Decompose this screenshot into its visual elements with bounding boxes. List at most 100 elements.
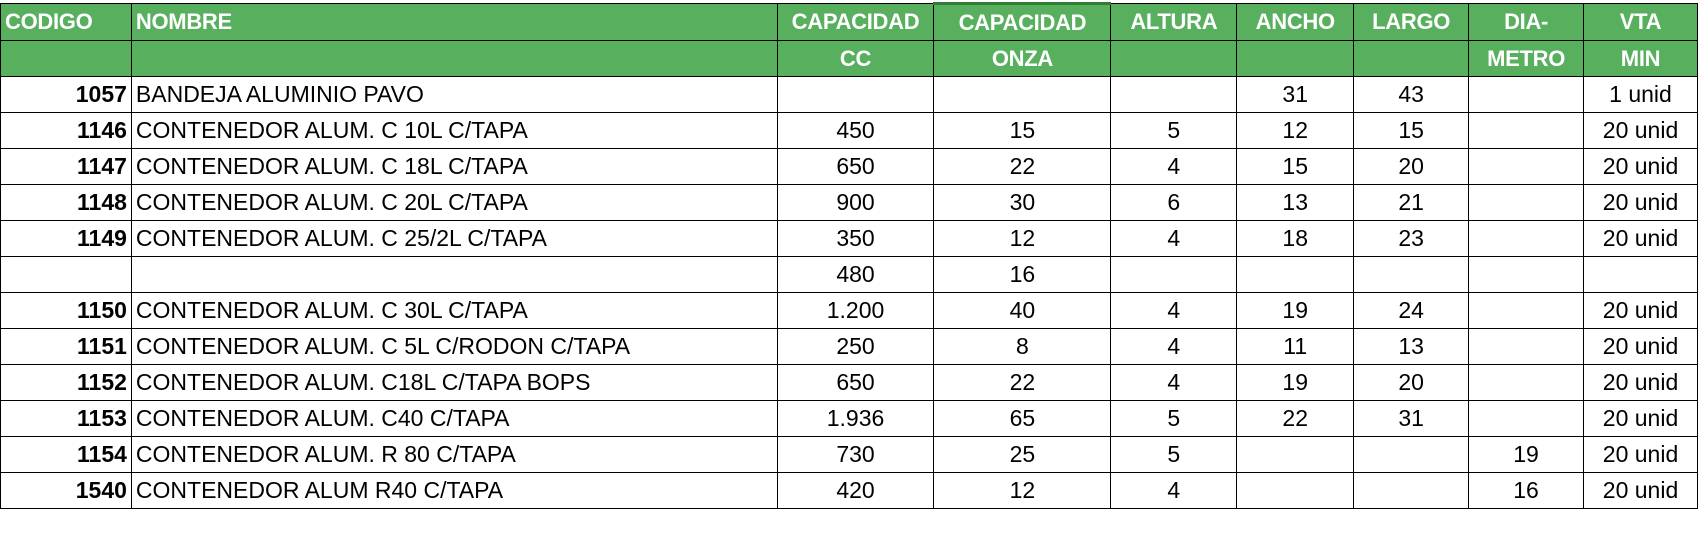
header-diametro[interactable]: DIA- — [1468, 3, 1585, 41]
cell-largo[interactable]: 13 — [1353, 328, 1470, 365]
cell-altura[interactable]: 4 — [1110, 292, 1238, 329]
cell-capacidad-cc[interactable]: 900 — [776, 184, 935, 221]
cell-nombre[interactable]: CONTENEDOR ALUM. C40 C/TAPA — [130, 400, 778, 437]
cell-capacidad-cc[interactable]: 730 — [776, 436, 935, 473]
cell-capacidad-cc[interactable]: 420 — [776, 472, 935, 509]
cell-nombre[interactable]: CONTENEDOR ALUM R40 C/TAPA — [130, 472, 778, 509]
cell-capacidad-onza[interactable]: 65 — [933, 400, 1112, 437]
cell-nombre[interactable]: CONTENEDOR ALUM. C18L C/TAPA BOPS — [130, 364, 778, 401]
cell-altura[interactable] — [1110, 76, 1238, 113]
cell-largo[interactable]: 24 — [1353, 292, 1470, 329]
cell-codigo[interactable]: 1540 — [0, 472, 132, 509]
cell-ancho[interactable]: 22 — [1236, 400, 1355, 437]
cell-vta-min[interactable]: 1 unid — [1583, 76, 1698, 113]
cell-vta-min[interactable]: 20 unid — [1583, 364, 1698, 401]
cell-largo[interactable] — [1353, 256, 1470, 293]
cell-diametro[interactable] — [1468, 148, 1585, 185]
cell-capacidad-onza[interactable]: 40 — [933, 292, 1112, 329]
cell-diametro[interactable] — [1468, 400, 1585, 437]
cell-capacidad-onza[interactable]: 15 — [933, 112, 1112, 149]
cell-diametro[interactable] — [1468, 256, 1585, 293]
header-altura[interactable]: ALTURA — [1110, 3, 1238, 41]
header-largo[interactable]: LARGO — [1353, 3, 1470, 41]
cell-vta-min[interactable]: 20 unid — [1583, 400, 1698, 437]
header2-nombre[interactable] — [130, 40, 778, 77]
cell-vta-min[interactable]: 20 unid — [1583, 220, 1698, 257]
cell-nombre[interactable]: BANDEJA ALUMINIO PAVO — [130, 76, 778, 113]
header-capacidad-cc[interactable]: CAPACIDAD — [776, 3, 935, 41]
cell-capacidad-onza[interactable]: 30 — [933, 184, 1112, 221]
cell-ancho[interactable] — [1236, 256, 1355, 293]
header2-altura[interactable] — [1110, 40, 1238, 77]
cell-codigo[interactable]: 1146 — [0, 112, 132, 149]
cell-diametro[interactable]: 19 — [1468, 436, 1585, 473]
cell-vta-min[interactable] — [1583, 256, 1698, 293]
cell-capacidad-onza[interactable]: 22 — [933, 364, 1112, 401]
cell-largo[interactable]: 43 — [1353, 76, 1470, 113]
cell-ancho[interactable]: 13 — [1236, 184, 1355, 221]
cell-capacidad-cc[interactable] — [776, 76, 935, 113]
cell-diametro[interactable] — [1468, 292, 1585, 329]
cell-diametro[interactable] — [1468, 364, 1585, 401]
cell-largo[interactable]: 20 — [1353, 148, 1470, 185]
cell-vta-min[interactable]: 20 unid — [1583, 148, 1698, 185]
cell-largo[interactable]: 20 — [1353, 364, 1470, 401]
cell-altura[interactable]: 5 — [1110, 112, 1238, 149]
cell-largo[interactable]: 15 — [1353, 112, 1470, 149]
cell-vta-min[interactable]: 20 unid — [1583, 184, 1698, 221]
cell-vta-min[interactable]: 20 unid — [1583, 472, 1698, 509]
cell-nombre[interactable]: CONTENEDOR ALUM. C 20L C/TAPA — [130, 184, 778, 221]
cell-diametro[interactable] — [1468, 184, 1585, 221]
cell-diametro[interactable]: 16 — [1468, 472, 1585, 509]
cell-ancho[interactable]: 12 — [1236, 112, 1355, 149]
cell-codigo[interactable]: 1149 — [0, 220, 132, 257]
cell-capacidad-onza[interactable]: 16 — [933, 256, 1112, 293]
header2-ancho[interactable] — [1236, 40, 1355, 77]
header2-onza[interactable]: ONZA — [933, 40, 1112, 77]
cell-largo[interactable]: 31 — [1353, 400, 1470, 437]
header-ancho[interactable]: ANCHO — [1236, 3, 1355, 41]
cell-vta-min[interactable]: 20 unid — [1583, 112, 1698, 149]
cell-largo[interactable]: 21 — [1353, 184, 1470, 221]
cell-altura[interactable]: 5 — [1110, 436, 1238, 473]
header2-largo[interactable] — [1353, 40, 1470, 77]
cell-vta-min[interactable]: 20 unid — [1583, 436, 1698, 473]
cell-altura[interactable] — [1110, 256, 1238, 293]
cell-capacidad-cc[interactable]: 480 — [776, 256, 935, 293]
cell-diametro[interactable] — [1468, 328, 1585, 365]
cell-nombre[interactable]: CONTENEDOR ALUM. C 30L C/TAPA — [130, 292, 778, 329]
cell-nombre[interactable]: CONTENEDOR ALUM. C 5L C/RODON C/TAPA — [130, 328, 778, 365]
cell-ancho[interactable]: 31 — [1236, 76, 1355, 113]
cell-largo[interactable]: 23 — [1353, 220, 1470, 257]
cell-capacidad-onza[interactable]: 25 — [933, 436, 1112, 473]
cell-capacidad-cc[interactable]: 250 — [776, 328, 935, 365]
cell-capacidad-onza[interactable]: 12 — [933, 220, 1112, 257]
cell-codigo[interactable]: 1151 — [0, 328, 132, 365]
cell-diametro[interactable] — [1468, 220, 1585, 257]
header-vta-min[interactable]: VTA — [1583, 3, 1698, 41]
cell-largo[interactable] — [1353, 472, 1470, 509]
cell-capacidad-onza[interactable]: 22 — [933, 148, 1112, 185]
cell-capacidad-cc[interactable]: 650 — [776, 148, 935, 185]
cell-vta-min[interactable]: 20 unid — [1583, 292, 1698, 329]
header2-metro[interactable]: METRO — [1468, 40, 1585, 77]
cell-codigo[interactable] — [0, 256, 132, 293]
cell-codigo[interactable]: 1147 — [0, 148, 132, 185]
cell-diametro[interactable] — [1468, 76, 1585, 113]
cell-codigo[interactable]: 1150 — [0, 292, 132, 329]
cell-capacidad-cc[interactable]: 1.936 — [776, 400, 935, 437]
cell-codigo[interactable]: 1152 — [0, 364, 132, 401]
cell-capacidad-cc[interactable]: 450 — [776, 112, 935, 149]
cell-diametro[interactable] — [1468, 112, 1585, 149]
header2-cc[interactable]: CC — [776, 40, 935, 77]
cell-ancho[interactable]: 18 — [1236, 220, 1355, 257]
cell-nombre[interactable]: CONTENEDOR ALUM. R 80 C/TAPA — [130, 436, 778, 473]
cell-codigo[interactable]: 1148 — [0, 184, 132, 221]
cell-capacidad-onza[interactable]: 8 — [933, 328, 1112, 365]
cell-ancho[interactable]: 19 — [1236, 292, 1355, 329]
cell-capacidad-onza[interactable]: 12 — [933, 472, 1112, 509]
cell-ancho[interactable]: 19 — [1236, 364, 1355, 401]
cell-capacidad-cc[interactable]: 1.200 — [776, 292, 935, 329]
cell-altura[interactable]: 4 — [1110, 364, 1238, 401]
cell-ancho[interactable] — [1236, 436, 1355, 473]
